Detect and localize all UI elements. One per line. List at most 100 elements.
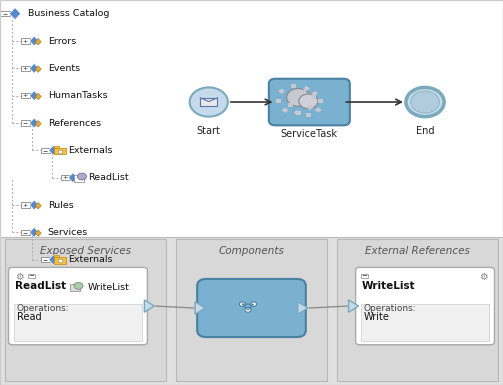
Polygon shape <box>30 64 39 73</box>
Bar <box>296 111 301 115</box>
Polygon shape <box>35 38 41 45</box>
Circle shape <box>250 302 257 306</box>
Polygon shape <box>30 118 39 128</box>
Polygon shape <box>68 173 77 182</box>
Polygon shape <box>10 8 21 20</box>
Bar <box>21 66 30 71</box>
Bar <box>291 84 296 88</box>
Bar <box>21 38 30 44</box>
Circle shape <box>77 173 87 180</box>
Text: +: + <box>63 175 68 180</box>
Text: Components: Components <box>219 246 284 256</box>
Text: Start: Start <box>197 126 221 136</box>
Text: Process: Process <box>224 305 279 318</box>
Text: +: + <box>23 93 28 98</box>
Polygon shape <box>35 93 41 100</box>
Bar <box>361 273 368 278</box>
Text: End: End <box>416 126 434 136</box>
Text: ⚙: ⚙ <box>15 273 24 282</box>
Bar <box>0 0 503 237</box>
Bar <box>58 259 62 262</box>
Bar <box>290 94 297 99</box>
Circle shape <box>410 91 440 113</box>
Circle shape <box>287 89 310 106</box>
Bar <box>301 90 306 94</box>
Polygon shape <box>349 300 359 312</box>
Bar <box>74 175 84 182</box>
Polygon shape <box>30 200 39 210</box>
Text: Rules: Rules <box>48 201 73 209</box>
Text: +: + <box>23 203 28 208</box>
Bar <box>54 146 59 148</box>
Bar <box>288 103 293 107</box>
Polygon shape <box>298 302 308 314</box>
Bar <box>58 149 62 152</box>
Bar <box>293 110 301 116</box>
Text: −: − <box>3 11 8 16</box>
Text: Operations:: Operations: <box>364 304 416 313</box>
Text: Write: Write <box>364 312 389 322</box>
Bar <box>303 86 310 91</box>
Bar <box>54 256 59 257</box>
Text: ReadList: ReadList <box>15 281 66 291</box>
Text: −: − <box>23 121 28 126</box>
Bar <box>21 229 30 235</box>
Polygon shape <box>144 300 154 312</box>
Text: Externals: Externals <box>68 255 112 264</box>
Bar <box>21 93 30 99</box>
Bar <box>0 237 503 385</box>
Bar <box>14 304 142 341</box>
Text: Errors: Errors <box>48 37 76 45</box>
Text: +: + <box>23 66 28 71</box>
Text: Events: Events <box>48 64 80 73</box>
Circle shape <box>245 308 251 312</box>
Bar <box>200 98 217 106</box>
Polygon shape <box>35 66 41 72</box>
Text: −: − <box>43 257 48 262</box>
Bar <box>276 99 281 103</box>
Text: External References: External References <box>365 246 470 256</box>
Circle shape <box>190 87 228 117</box>
Text: −: − <box>362 273 368 279</box>
Bar <box>21 202 30 208</box>
Bar <box>41 147 50 153</box>
Text: Services: Services <box>48 228 88 237</box>
Bar <box>314 107 322 113</box>
Text: Exposed Services: Exposed Services <box>40 246 131 256</box>
FancyBboxPatch shape <box>356 267 494 345</box>
Bar <box>318 99 323 103</box>
Text: HumanTasks: HumanTasks <box>48 91 108 100</box>
Bar <box>41 257 50 263</box>
Bar <box>28 273 35 278</box>
Bar <box>311 95 316 99</box>
Text: ServiceTask: ServiceTask <box>281 129 338 139</box>
Text: −: − <box>43 148 48 153</box>
Bar <box>1 11 10 16</box>
Bar <box>176 239 327 381</box>
Bar <box>54 148 66 154</box>
Bar <box>306 105 313 110</box>
Polygon shape <box>195 302 205 314</box>
Bar <box>54 257 66 263</box>
Bar <box>278 89 285 94</box>
Text: Externals: Externals <box>68 146 112 155</box>
Polygon shape <box>35 203 41 209</box>
Text: −: − <box>28 273 34 279</box>
Polygon shape <box>35 230 41 236</box>
Bar <box>21 120 30 126</box>
Circle shape <box>74 282 83 290</box>
Circle shape <box>239 302 245 306</box>
Polygon shape <box>35 121 41 127</box>
Polygon shape <box>30 228 39 237</box>
Circle shape <box>406 87 444 117</box>
Text: Read: Read <box>17 312 41 322</box>
Bar <box>311 91 318 97</box>
Text: References: References <box>48 119 101 127</box>
Bar <box>282 107 289 113</box>
Bar <box>337 239 498 381</box>
Polygon shape <box>30 36 39 46</box>
Bar <box>361 304 489 341</box>
Bar <box>70 284 80 291</box>
FancyBboxPatch shape <box>9 267 147 345</box>
Polygon shape <box>49 255 58 264</box>
